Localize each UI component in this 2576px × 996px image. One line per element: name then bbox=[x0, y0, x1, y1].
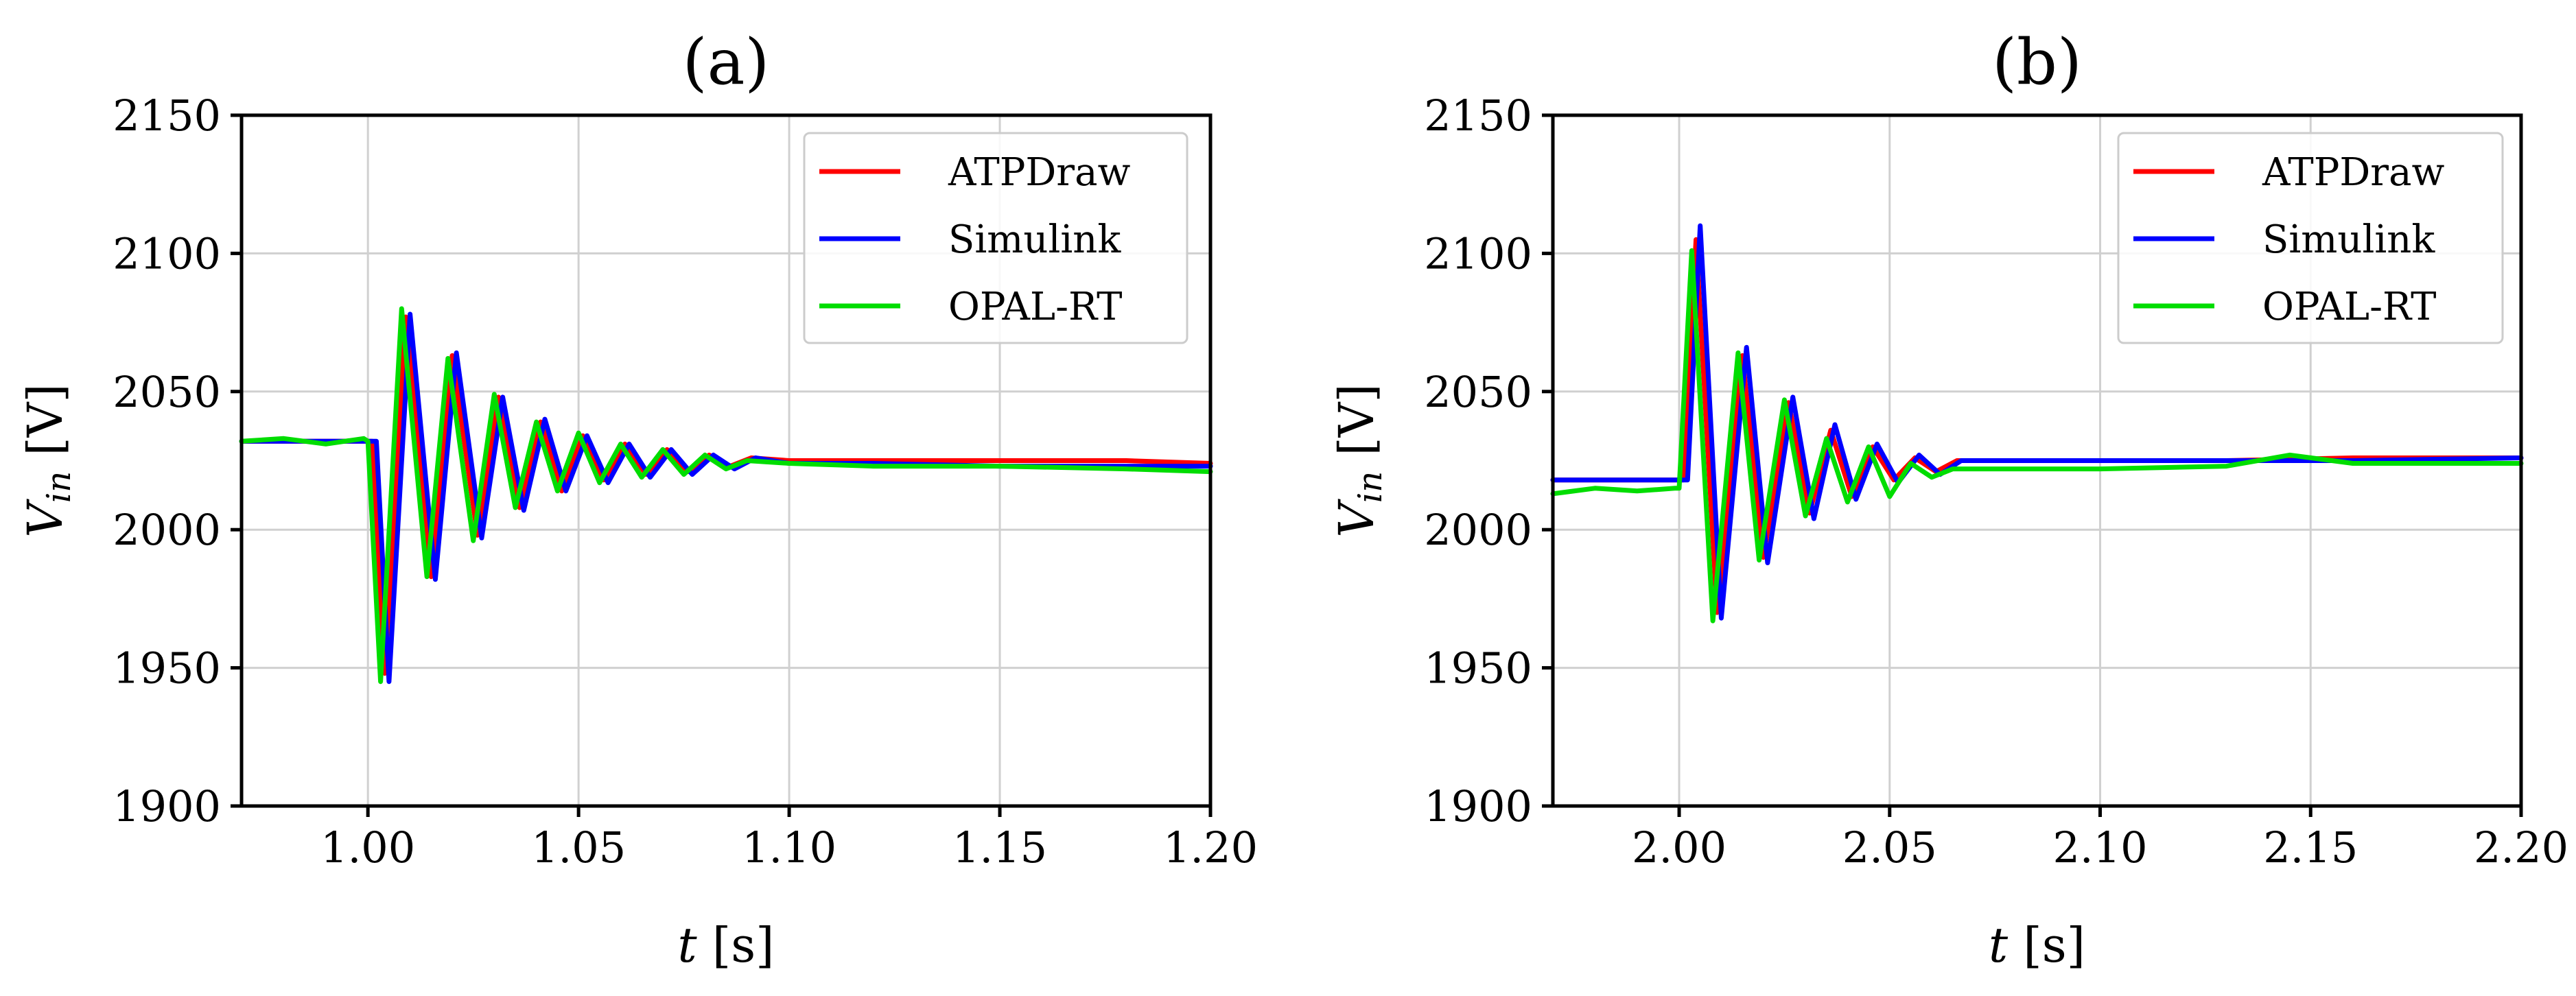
y-axis-label: Vin [V] bbox=[17, 383, 78, 537]
y-tick-label: 1950 bbox=[1424, 643, 1532, 693]
y-tick-label: 1900 bbox=[113, 781, 221, 831]
series-line-simulink bbox=[239, 311, 1213, 685]
y-tick-label: 2050 bbox=[1424, 367, 1532, 417]
plot-frame bbox=[239, 113, 1213, 808]
panel-title: (b) bbox=[1992, 25, 2082, 99]
legend: ATPDraw Simulink OPAL-RT bbox=[803, 132, 1189, 344]
y-tick-label: 2150 bbox=[113, 91, 221, 141]
y-tick-label: 1900 bbox=[1424, 781, 1532, 831]
y-tick-label: 2000 bbox=[113, 505, 221, 555]
x-tick-label: 2.05 bbox=[1842, 822, 1937, 873]
chart-panel-b: 2.00 2.05 2.10 2.15 2.20 1900 1950 2000 2050 2100… bbox=[1328, 25, 2568, 973]
series-line-simulink bbox=[1550, 223, 2524, 621]
panel-title: (a) bbox=[683, 25, 770, 99]
series-line-opal-rt bbox=[239, 306, 1213, 685]
y-tick-label: 2150 bbox=[1424, 91, 1532, 141]
legend-label: Simulink bbox=[948, 217, 1121, 262]
legend-label: Simulink bbox=[2262, 217, 2435, 262]
legend-label: OPAL-RT bbox=[2262, 285, 2437, 329]
series-line-opal-rt bbox=[1550, 248, 2524, 624]
y-tick-label: 2100 bbox=[1424, 228, 1532, 278]
x-tick-label: 1.20 bbox=[1163, 822, 1258, 873]
legend: ATPDraw Simulink OPAL-RT bbox=[2117, 132, 2504, 344]
y-tick-label: 2050 bbox=[113, 367, 221, 417]
legend-label: ATPDraw bbox=[2262, 150, 2444, 195]
chart-panel-a: 1.00 1.05 1.10 1.15 1.20 1900 1950 2000 2050 2100… bbox=[17, 25, 1258, 973]
x-tick-label: 2.10 bbox=[2052, 822, 2147, 873]
x-tick-label: 1.05 bbox=[531, 822, 626, 873]
legend-box bbox=[803, 132, 1189, 344]
legend-label: OPAL-RT bbox=[948, 285, 1123, 329]
y-tick-label: 1950 bbox=[113, 643, 221, 693]
legend-box bbox=[2117, 132, 2504, 344]
x-tick-label: 1.10 bbox=[742, 822, 836, 873]
y-tick-label: 2000 bbox=[1424, 505, 1532, 555]
x-tick-label: 2.15 bbox=[2263, 822, 2358, 873]
y-tick-label: 2100 bbox=[113, 228, 221, 278]
x-tick-label: 1.15 bbox=[952, 822, 1047, 873]
y-axis-label: Vin [V] bbox=[1328, 383, 1390, 537]
legend-label: ATPDraw bbox=[948, 150, 1130, 195]
plot-frame bbox=[1551, 113, 2523, 808]
x-tick-label: 2.20 bbox=[2474, 822, 2568, 873]
x-axis-label: t [s] bbox=[1989, 917, 2085, 973]
x-tick-label: 1.00 bbox=[320, 822, 415, 873]
x-axis-label: t [s] bbox=[678, 917, 775, 973]
x-tick-label: 2.00 bbox=[1632, 822, 1726, 873]
